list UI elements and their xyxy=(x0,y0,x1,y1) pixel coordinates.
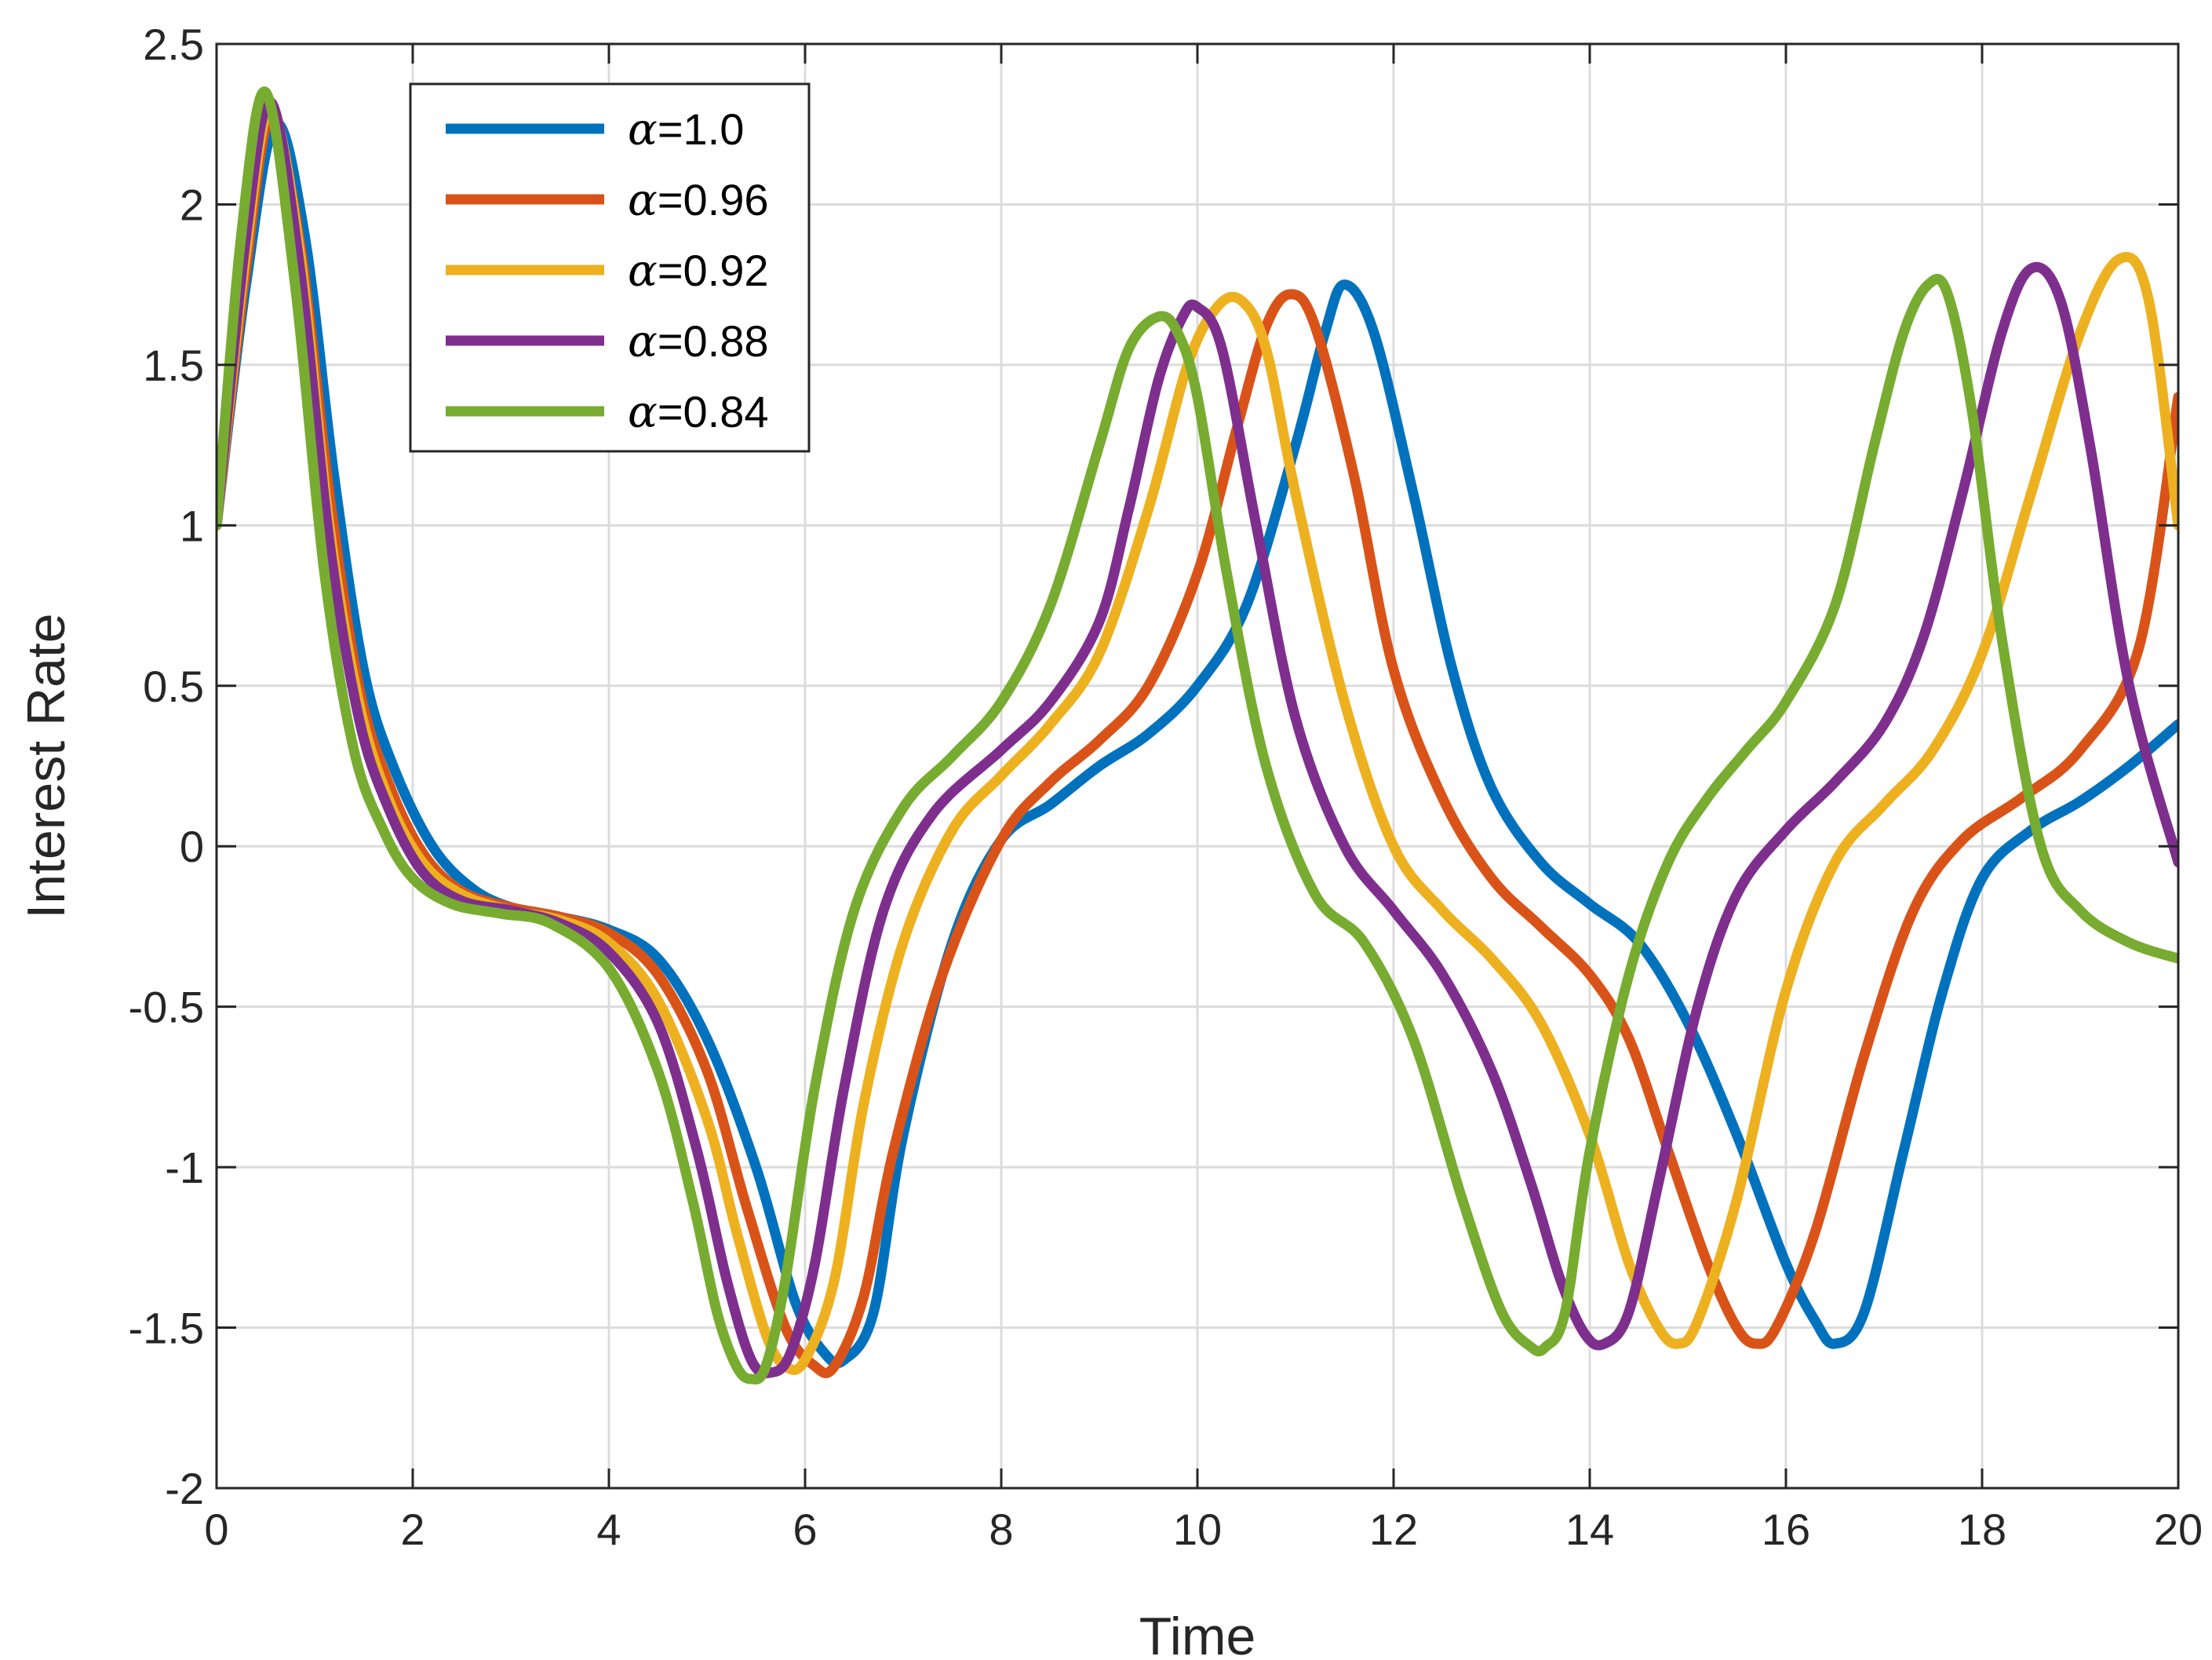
y-tick-label: 0 xyxy=(180,822,204,871)
legend-label: α=0.92 xyxy=(628,246,769,297)
y-tick-label: -1 xyxy=(165,1143,204,1192)
series-line-1 xyxy=(217,118,2178,1369)
series-line-4 xyxy=(217,97,2178,1379)
tick-labels: 0 2 4 6 8 10 12 14 16 18 20 -2 -1.5 -1 -0.5 0 0.5 1 1.5 2 2.… xyxy=(129,20,2203,1554)
x-tick-label: 0 xyxy=(204,1505,228,1554)
series-line-2 xyxy=(217,112,2178,1378)
y-tick-label: -2 xyxy=(165,1464,204,1513)
legend-items: α=1.0 α=0.96 α=0.92 α=0.88 α=0.84 xyxy=(446,104,769,438)
x-tick-label: 2 xyxy=(400,1505,425,1554)
legend: α=1.0 α=0.96 α=0.92 α=0.88 α=0.84 xyxy=(409,82,811,453)
y-tick-label: 2 xyxy=(180,180,204,229)
x-tick-label: 14 xyxy=(1565,1505,1614,1554)
x-tick-label: 6 xyxy=(793,1505,817,1554)
y-tick-label: 2.5 xyxy=(143,20,204,69)
legend-label: α=0.96 xyxy=(628,175,769,226)
x-tick-label: 8 xyxy=(989,1505,1013,1554)
x-tick-label: 10 xyxy=(1173,1505,1222,1554)
y-tick-label: 1 xyxy=(180,501,204,550)
y-tick-label: 0.5 xyxy=(143,662,204,711)
x-tick-label: 18 xyxy=(1958,1505,2006,1554)
x-tick-label: 4 xyxy=(596,1505,621,1554)
x-tick-label: 20 xyxy=(2154,1505,2203,1554)
x-tick-label: 16 xyxy=(1762,1505,1810,1554)
x-axis-title: Time xyxy=(1139,1607,1256,1660)
y-axis-title: Interest Rate xyxy=(16,613,76,918)
legend-label: α=0.84 xyxy=(628,387,769,438)
y-tick-label: -0.5 xyxy=(129,983,205,1032)
series-line-5 xyxy=(217,86,2178,1385)
y-tick-label: 1.5 xyxy=(143,341,204,390)
y-tick-label: -1.5 xyxy=(129,1304,205,1353)
legend-label: α=0.88 xyxy=(628,316,769,367)
legend-box xyxy=(409,82,811,453)
x-tick-label: 12 xyxy=(1369,1505,1418,1554)
series-line-3 xyxy=(217,103,2178,1375)
ticks xyxy=(215,42,2180,1490)
legend-label: α=1.0 xyxy=(628,104,744,155)
series-group xyxy=(217,86,2178,1385)
